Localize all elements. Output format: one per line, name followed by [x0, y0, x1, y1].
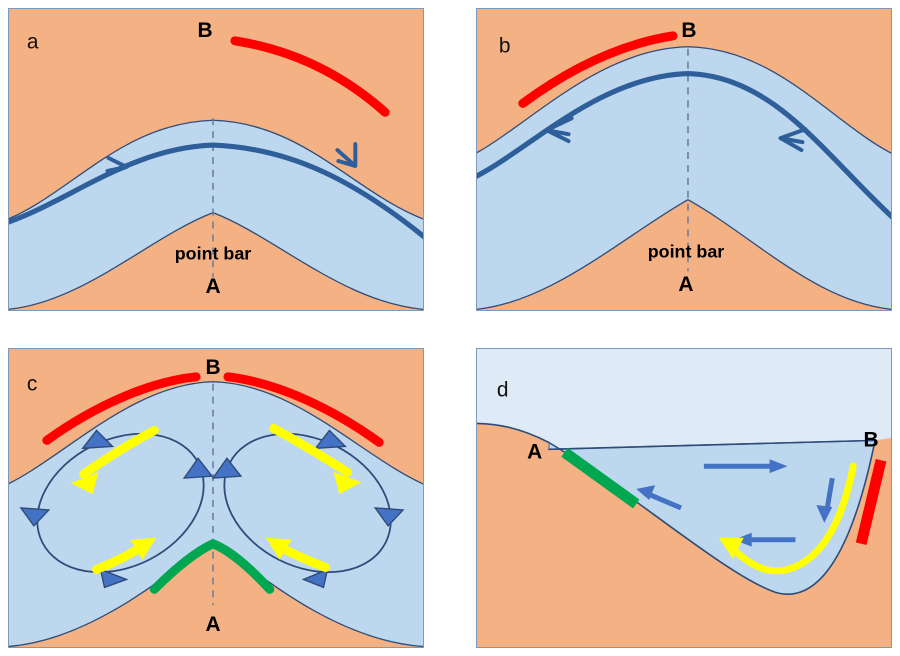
thalweg-line-b [477, 70, 891, 220]
panel-c: c B A [8, 348, 424, 648]
thalweg-arrow-left-a [101, 156, 129, 178]
bar-label-c: A [205, 613, 220, 636]
panel-letter-b: b [499, 35, 511, 58]
secondary-flow-arrow-lower-left-c [92, 537, 157, 574]
panel-letter-a: a [27, 31, 39, 54]
secondary-flow-arrow-upper-right-c [269, 423, 362, 495]
panel-d: d A B [476, 348, 892, 648]
cell-arrowhead-left-bottom-c [99, 568, 129, 589]
cell-arrowhead-right-center-c [211, 457, 243, 479]
cell-arrowhead-right-bottom-c [301, 568, 329, 589]
bank-surface-left-d [477, 422, 550, 444]
panel-a: a B point bar A [8, 8, 424, 311]
bank-top-left-d [477, 423, 549, 450]
bar-label-b: A [678, 273, 693, 296]
point-bar-marker-d [561, 447, 640, 509]
cell-arrowhead-left-center-c [182, 457, 214, 479]
panel-b: b B point bar A [476, 8, 892, 311]
upper-return-arrow-d [636, 485, 682, 511]
bed-return-arrow-d [733, 532, 796, 547]
thalweg-arrow-right-b [778, 127, 808, 153]
point-bar-marker-c [149, 538, 275, 594]
secondary-flow-arrow-lower-right-c [265, 537, 330, 573]
point-bar-b [477, 198, 891, 310]
point-bar-label-a: point bar [175, 243, 252, 263]
apex-label-c: B [205, 356, 220, 379]
cut-bank-marker-right-c [223, 372, 384, 447]
point-bar-a [9, 211, 423, 310]
helical-flow-arrow-d [718, 462, 857, 575]
cell-arrowhead-left-top-c [81, 429, 115, 450]
downwelling-arrow-d [816, 477, 835, 523]
thalweg-arrow-left-b [544, 116, 574, 144]
cell-arrowhead-right-side-c [373, 507, 405, 527]
point-bar-label-d: A [527, 440, 542, 463]
cell-arrowhead-right-top-c [314, 429, 347, 450]
thalweg-line-a [9, 142, 423, 240]
apex-label-b: B [681, 19, 696, 42]
panel-letter-d: d [497, 379, 509, 402]
point-bar-label-b: point bar [648, 241, 725, 261]
cut-bank-marker-d [855, 458, 887, 545]
secondary-flow-arrow-upper-left-c [70, 425, 159, 495]
cut-bank-marker-left-c [42, 372, 201, 445]
thalweg-arrow-right-a [335, 142, 358, 168]
apex-label-a: B [198, 19, 213, 42]
surface-flow-arrow-d [703, 459, 788, 474]
bank-material-d [477, 423, 891, 647]
cell-arrowhead-left-side-c [19, 507, 51, 527]
water-surface-line-d [548, 439, 876, 451]
panel-letter-c: c [27, 373, 37, 396]
bar-label-a: A [205, 275, 220, 298]
cut-bank-marker-a [230, 36, 390, 117]
cut-bank-label-d: B [864, 428, 879, 451]
cut-bank-marker-b [518, 31, 678, 108]
